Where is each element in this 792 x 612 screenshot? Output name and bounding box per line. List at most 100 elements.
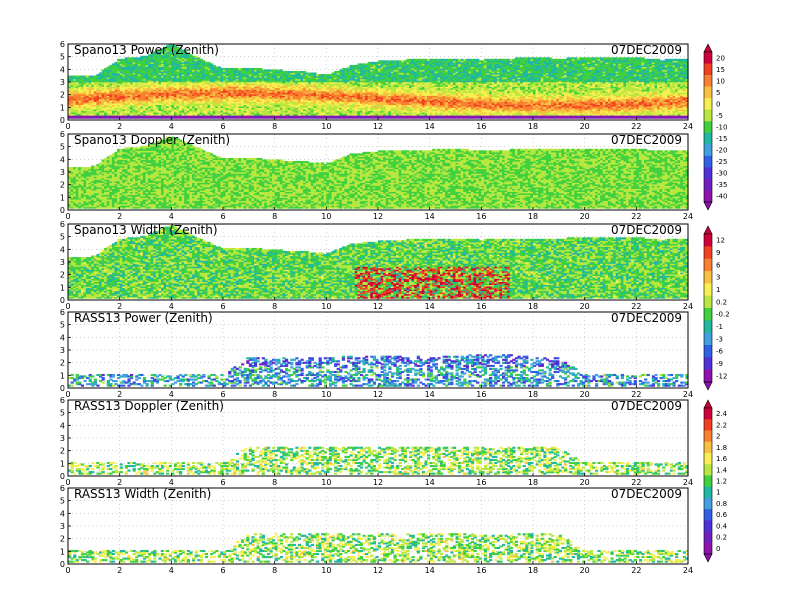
data-cell [158, 110, 162, 113]
data-cell [96, 83, 100, 86]
data-cell [117, 84, 121, 87]
data-cell [150, 110, 154, 113]
data-cell [104, 96, 108, 99]
data-cell [153, 67, 157, 71]
data-cell [171, 66, 175, 69]
data-cell [168, 80, 172, 83]
data-cell [176, 63, 180, 66]
data-cell [168, 107, 172, 110]
data-cell [212, 101, 216, 104]
data-cell [145, 61, 149, 64]
data-cell [78, 110, 82, 113]
data-cell [127, 105, 131, 109]
data-cell [155, 87, 160, 90]
data-cell [86, 87, 90, 90]
data-cell [127, 84, 131, 87]
data-cell [215, 92, 219, 95]
data-cell [181, 70, 185, 74]
data-cell [184, 83, 188, 86]
data-cell [194, 89, 198, 92]
data-cell [202, 102, 206, 106]
data-cell [166, 52, 170, 55]
data-cell [127, 99, 131, 102]
data-cell [186, 58, 191, 61]
data-cell [150, 55, 154, 58]
data-cell [111, 98, 116, 101]
data-cell [111, 105, 116, 109]
data-cell [158, 116, 162, 119]
data-cell [235, 75, 240, 78]
data-cell [83, 77, 87, 80]
data-cell [189, 95, 193, 98]
data-cell [117, 72, 121, 75]
data-cell [88, 112, 92, 115]
data-cell [73, 116, 77, 119]
data-cell [78, 95, 82, 98]
data-cell [186, 70, 191, 74]
data-cell [184, 54, 188, 57]
data-cell [83, 95, 87, 98]
data-cell [137, 95, 141, 98]
data-cell [117, 105, 121, 109]
data-cell [114, 80, 118, 83]
data-cell [145, 105, 149, 109]
data-cell [124, 101, 129, 104]
data-cell [150, 101, 154, 104]
data-cell [163, 54, 167, 57]
data-cell [220, 96, 224, 99]
data-cell [130, 102, 134, 106]
data-cell [68, 107, 72, 110]
data-cell [75, 89, 79, 92]
data-cell [155, 115, 160, 118]
data-cell [83, 81, 87, 84]
data-cell [140, 77, 144, 80]
data-cell [75, 92, 79, 95]
data-cell [91, 84, 95, 87]
data-cell [192, 89, 196, 92]
data-cell [130, 78, 134, 81]
data-cell [176, 86, 180, 89]
data-cell [75, 95, 79, 98]
data-cell [137, 84, 141, 87]
data-cell [179, 87, 183, 90]
data-cell [130, 112, 134, 115]
data-cell [75, 93, 79, 96]
data-cell [215, 99, 219, 102]
data-cell [181, 89, 185, 92]
data-cell [161, 58, 165, 61]
data-cell [166, 74, 170, 77]
data-cell [163, 115, 167, 118]
data-cell [225, 92, 229, 95]
data-cell [204, 83, 209, 86]
data-cell [176, 77, 180, 80]
data-cell [104, 80, 108, 83]
data-cell [155, 104, 160, 107]
data-cell [158, 86, 162, 89]
data-cell [137, 105, 141, 109]
data-cell [101, 92, 105, 95]
data-cell [70, 107, 74, 110]
data-cell [199, 83, 203, 86]
data-cell [83, 93, 87, 96]
data-cell [212, 99, 216, 102]
data-cell [127, 95, 131, 98]
data-cell [80, 92, 85, 95]
data-cell [202, 83, 206, 86]
data-cell [235, 98, 240, 101]
data-cell [91, 98, 95, 101]
data-cell [124, 105, 129, 109]
data-cell [124, 60, 129, 63]
data-cell [202, 101, 206, 104]
data-cell [117, 77, 121, 80]
data-cell [122, 60, 126, 63]
data-cell [166, 75, 170, 78]
data-cell [150, 87, 154, 90]
data-cell [114, 72, 118, 75]
data-cell [145, 80, 149, 83]
data-cell [189, 89, 193, 92]
data-cell [75, 107, 79, 110]
data-cell [212, 96, 216, 99]
data-cell [233, 70, 237, 74]
data-cell [199, 112, 203, 115]
data-cell [171, 44, 175, 47]
